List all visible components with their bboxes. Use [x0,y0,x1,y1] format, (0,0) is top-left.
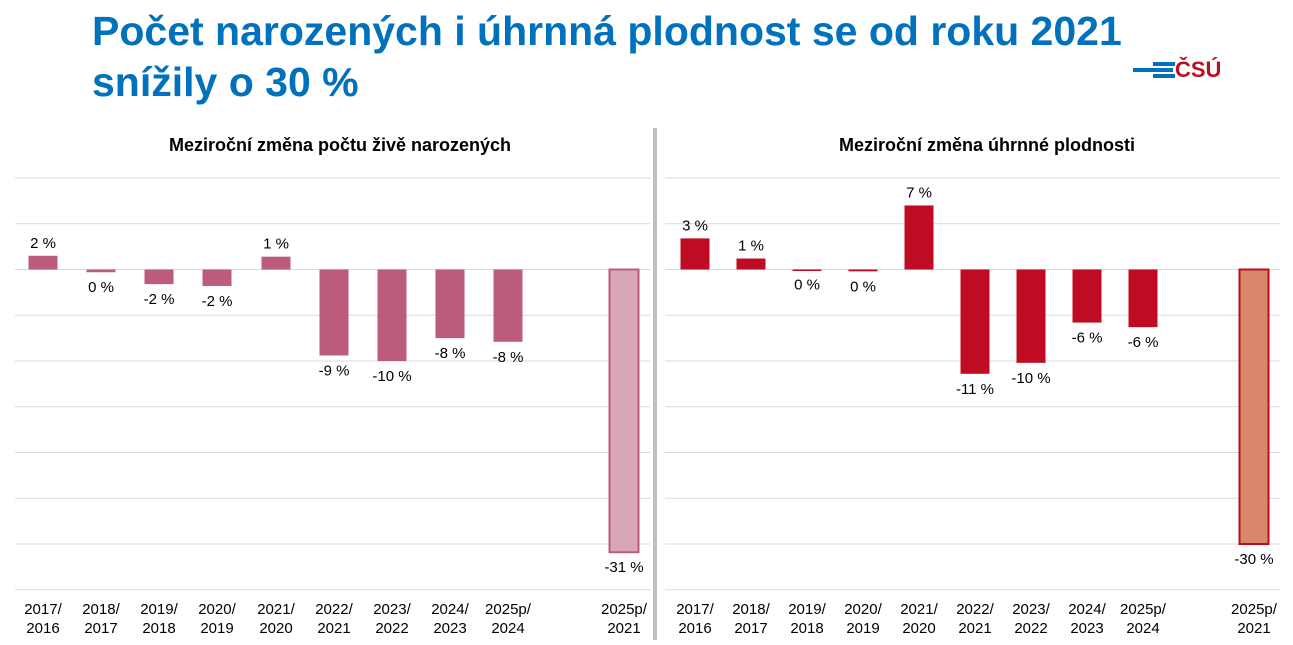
category-label: 2021 [1237,620,1270,637]
category-label: 2016 [678,620,711,637]
chart-title: Meziroční změna úhrnné plodnosti [839,135,1135,155]
category-label: 2022 [375,620,408,637]
category-label: 2021/ [257,601,295,618]
data-label: -10 % [1011,370,1050,387]
category-label: 2022/ [315,601,353,618]
bar [28,255,58,270]
bar [848,269,878,272]
data-label: -6 % [1072,330,1103,347]
category-label: 2018/ [82,601,120,618]
category-label: 2023/ [373,601,411,618]
page-title: Počet narozených i úhrnná plodnost se od… [92,8,1122,105]
bar [736,258,766,270]
category-label: 2022/ [956,601,994,618]
category-label: 2020 [259,620,292,637]
data-label: -11 % [956,381,994,398]
category-label: 2017 [84,620,117,637]
bar [86,269,116,273]
data-label: -9 % [319,363,350,380]
category-label: 2017/ [676,601,714,618]
data-label: 0 % [794,277,820,294]
bar [261,256,291,270]
bar [792,269,822,271]
data-label: 0 % [850,278,876,295]
data-label: -8 % [435,345,466,362]
bar [960,269,990,374]
category-label: 2024/ [1068,601,1106,618]
category-label: 2023/ [1012,601,1050,618]
category-label: 2024 [1126,620,1159,637]
data-label: -10 % [372,368,411,385]
bar [1238,268,1270,545]
data-label: 0 % [88,279,114,296]
data-label: -30 % [1234,551,1273,568]
category-label: 2025p/ [601,601,648,618]
category-label: 2019/ [140,601,178,618]
data-label: -8 % [493,349,524,366]
category-label: 2023 [1070,620,1103,637]
logo-lines-icon [1133,62,1175,78]
logo-text: ČSÚ [1175,57,1222,82]
data-label: 1 % [738,238,764,255]
category-label: 2018/ [732,601,770,618]
category-label: 2025p/ [485,601,532,618]
bar [144,269,174,285]
category-label: 2024 [491,620,524,637]
data-label: -6 % [1128,334,1159,351]
bar [1016,269,1046,363]
category-label: 2025p/ [1231,601,1278,618]
chart-title: Meziroční změna počtu živě narozených [169,135,511,155]
category-label: 2023 [433,620,466,637]
bar [680,238,710,270]
bar [319,269,349,356]
data-label: 2 % [30,235,56,252]
category-label: 2020/ [844,601,882,618]
category-label: 2019 [200,620,233,637]
category-label: 2021 [607,620,640,637]
category-label: 2018 [790,620,823,637]
category-label: 2017/ [24,601,62,618]
bar [202,269,232,286]
bar [608,268,640,554]
category-label: 2017 [734,620,767,637]
data-label: -31 % [604,559,643,576]
data-label: 3 % [682,217,708,234]
bar [1072,269,1102,323]
category-label: 2019/ [788,601,826,618]
bar [1128,269,1158,328]
category-label: 2018 [142,620,175,637]
category-label: 2016 [26,620,59,637]
category-label: 2021 [317,620,350,637]
category-label: 2025p/ [1120,601,1167,618]
data-label: -2 % [144,291,175,308]
data-label: -2 % [202,293,233,310]
category-label: 2024/ [431,601,469,618]
chart-separator [653,128,657,640]
bar [435,269,465,339]
category-label: 2021/ [900,601,938,618]
data-label: 7 % [906,184,932,201]
bar [493,269,523,342]
csu-logo: ČSÚ [1133,57,1228,82]
category-label: 2022 [1014,620,1047,637]
category-label: 2021 [958,620,991,637]
bar [377,269,407,361]
data-label: 1 % [263,236,289,253]
bar [904,205,934,270]
category-label: 2020 [902,620,935,637]
category-label: 2019 [846,620,879,637]
category-label: 2020/ [198,601,236,618]
